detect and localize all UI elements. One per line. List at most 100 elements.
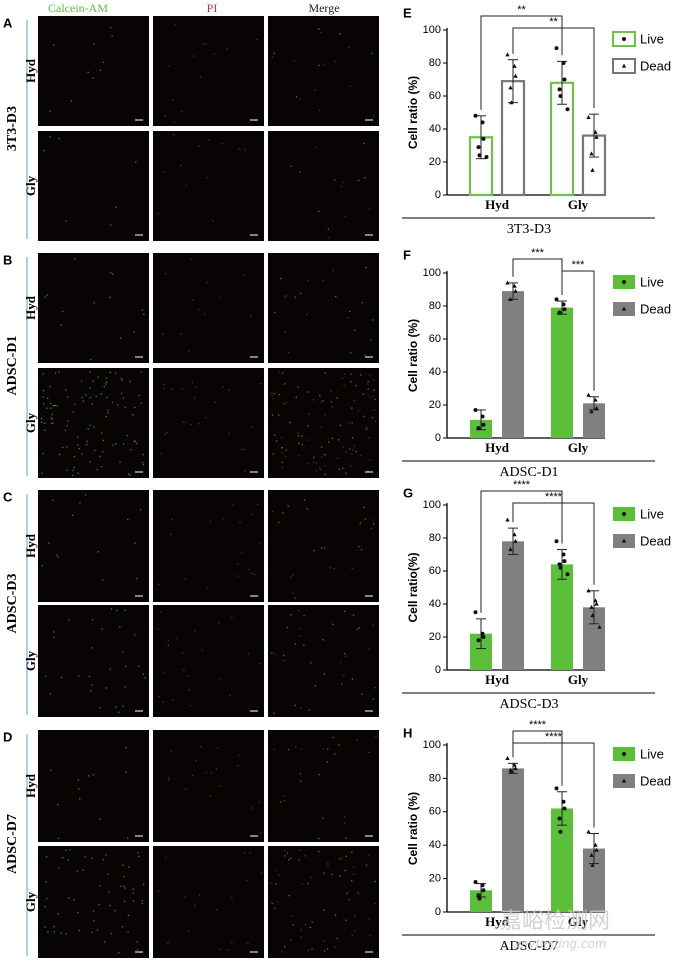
cell-dot bbox=[136, 949, 139, 951]
group-label: Gly bbox=[23, 175, 38, 196]
cell-dot bbox=[318, 28, 320, 30]
cell-dot bbox=[318, 773, 320, 776]
x-tick-label: Gly bbox=[568, 440, 589, 455]
cell-dot bbox=[137, 852, 139, 854]
cell-dot bbox=[281, 447, 283, 449]
cell-dot bbox=[243, 448, 245, 451]
cell-dot bbox=[58, 371, 60, 373]
data-point bbox=[554, 46, 559, 51]
cell-dot bbox=[260, 832, 262, 834]
cell-dot bbox=[280, 801, 282, 803]
cell-dot bbox=[323, 872, 325, 874]
data-point bbox=[476, 638, 481, 643]
data-point bbox=[505, 280, 510, 285]
cell-dot bbox=[317, 28, 319, 30]
cell-dot bbox=[345, 919, 347, 921]
cell-dot bbox=[336, 457, 339, 459]
cell-dot bbox=[271, 56, 274, 58]
panel-letter: B bbox=[3, 253, 12, 268]
cell-dot bbox=[130, 449, 132, 451]
cell-dot bbox=[89, 387, 91, 389]
cell-dot bbox=[373, 523, 375, 525]
y-axis-label: Cell ratio (%) bbox=[406, 319, 420, 392]
cell-dot bbox=[53, 926, 55, 928]
cell-dot bbox=[53, 404, 56, 407]
cell-dot bbox=[359, 522, 361, 524]
cell-dot bbox=[45, 855, 48, 858]
cell-dot bbox=[368, 208, 370, 210]
cell-dot bbox=[165, 856, 167, 859]
cell-dot bbox=[103, 385, 105, 388]
cell-dot bbox=[289, 857, 292, 860]
cell-dot bbox=[343, 384, 345, 387]
cell-dot bbox=[138, 855, 140, 857]
cell-dot bbox=[369, 459, 371, 461]
y-tick-label: 60 bbox=[429, 333, 441, 345]
cell-dot bbox=[66, 469, 68, 471]
cell-dot bbox=[121, 379, 123, 381]
cell-dot bbox=[323, 940, 325, 942]
x-tick-label: Gly bbox=[568, 914, 589, 929]
cell-dot bbox=[324, 414, 326, 416]
cell-dot bbox=[78, 788, 80, 790]
cell-dot bbox=[308, 412, 310, 415]
cell-dot bbox=[142, 463, 144, 466]
data-point bbox=[513, 73, 518, 78]
cell-dot bbox=[285, 449, 287, 451]
cell-dot bbox=[88, 775, 90, 777]
cell-dot bbox=[322, 817, 324, 819]
cell-dot bbox=[256, 38, 258, 40]
cell-dot bbox=[52, 405, 55, 407]
cell-dot bbox=[320, 446, 323, 448]
y-tick-label: 80 bbox=[429, 772, 441, 784]
cell-dot bbox=[195, 760, 197, 762]
cell-dot bbox=[284, 850, 286, 852]
cell-dot bbox=[326, 761, 328, 763]
cell-dot bbox=[297, 435, 300, 437]
cell-dot bbox=[222, 518, 224, 520]
cell-dot bbox=[307, 280, 309, 282]
cell-dot bbox=[241, 552, 243, 554]
x-axis-label: 3T3-D3 bbox=[507, 222, 551, 237]
cell-dot bbox=[162, 672, 165, 674]
data-point bbox=[590, 613, 595, 618]
cell-dot bbox=[239, 148, 241, 150]
cell-dot bbox=[251, 807, 253, 809]
cell-dot bbox=[293, 59, 295, 62]
row-label: ADSC-D7 bbox=[5, 814, 20, 874]
cell-dot bbox=[96, 929, 99, 931]
cell-dot bbox=[89, 424, 91, 427]
significance-label: *** bbox=[531, 247, 545, 259]
cell-dot bbox=[132, 900, 135, 902]
cell-dot bbox=[273, 712, 275, 714]
cell-dot bbox=[101, 432, 103, 434]
cell-dot bbox=[370, 339, 372, 341]
cell-dot bbox=[136, 442, 138, 445]
cell-dot bbox=[203, 313, 206, 315]
cell-dot bbox=[206, 282, 209, 284]
cell-dot bbox=[351, 880, 353, 882]
cell-dot bbox=[162, 170, 165, 173]
data-point bbox=[481, 888, 486, 893]
cell-dot bbox=[334, 946, 337, 948]
cell-dot bbox=[184, 421, 187, 424]
cell-dot bbox=[374, 902, 376, 905]
micrograph-image bbox=[38, 730, 149, 842]
cell-dot bbox=[299, 292, 302, 294]
cell-dot bbox=[308, 439, 310, 441]
cell-dot bbox=[283, 799, 285, 802]
cell-dot bbox=[294, 746, 297, 748]
bar bbox=[551, 564, 573, 670]
bar bbox=[551, 307, 573, 438]
cell-dot bbox=[365, 864, 368, 866]
cell-dot bbox=[194, 630, 196, 632]
cell-dot bbox=[301, 435, 303, 437]
cell-dot bbox=[374, 687, 376, 689]
legend-label: Dead bbox=[640, 773, 671, 788]
legend-label: Dead bbox=[640, 301, 671, 316]
cell-dot bbox=[141, 461, 144, 464]
micrograph-image bbox=[153, 368, 264, 478]
cell-dot bbox=[99, 69, 102, 71]
cell-dot bbox=[304, 923, 307, 926]
cell-dot bbox=[207, 139, 210, 141]
